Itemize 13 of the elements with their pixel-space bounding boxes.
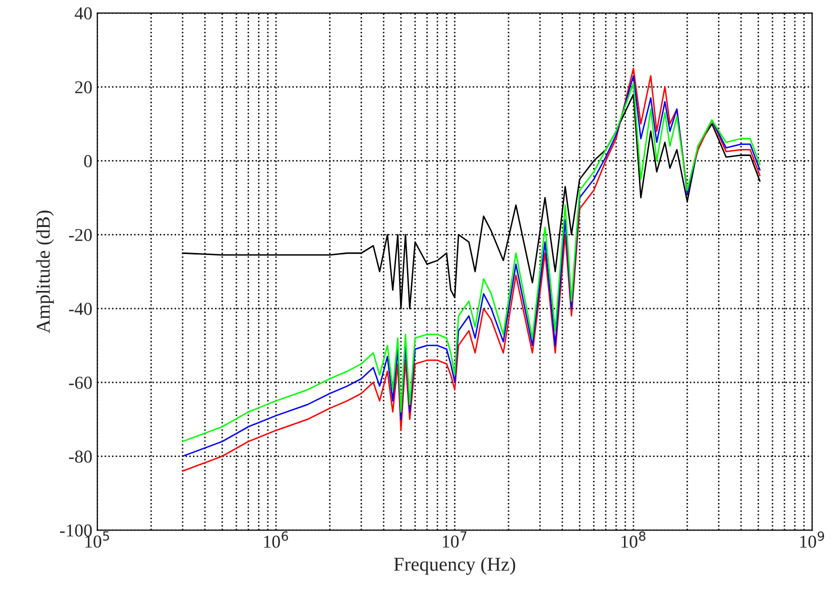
x-axis-title: Frequency (Hz)	[394, 557, 516, 575]
y-axis-title: Amplitude (dB)	[36, 210, 54, 334]
y-tick-label: -20	[69, 228, 92, 242]
y-tick-label: 20	[75, 81, 92, 94]
y-tick-label: -60	[69, 376, 92, 389]
y-tick-label: -40	[69, 302, 92, 315]
y-tick-label: 40	[74, 7, 92, 20]
x-tick-label: 10$^{9}$	[800, 531, 824, 548]
x-tick-label: 10$^{8}$	[622, 531, 646, 548]
y-tick-label: 0	[84, 155, 92, 168]
x-tick-label: 10$^{7}$	[442, 531, 466, 548]
y-tick-label: -80	[69, 450, 92, 463]
x-tick-label: 10$^{6}$	[264, 531, 288, 548]
